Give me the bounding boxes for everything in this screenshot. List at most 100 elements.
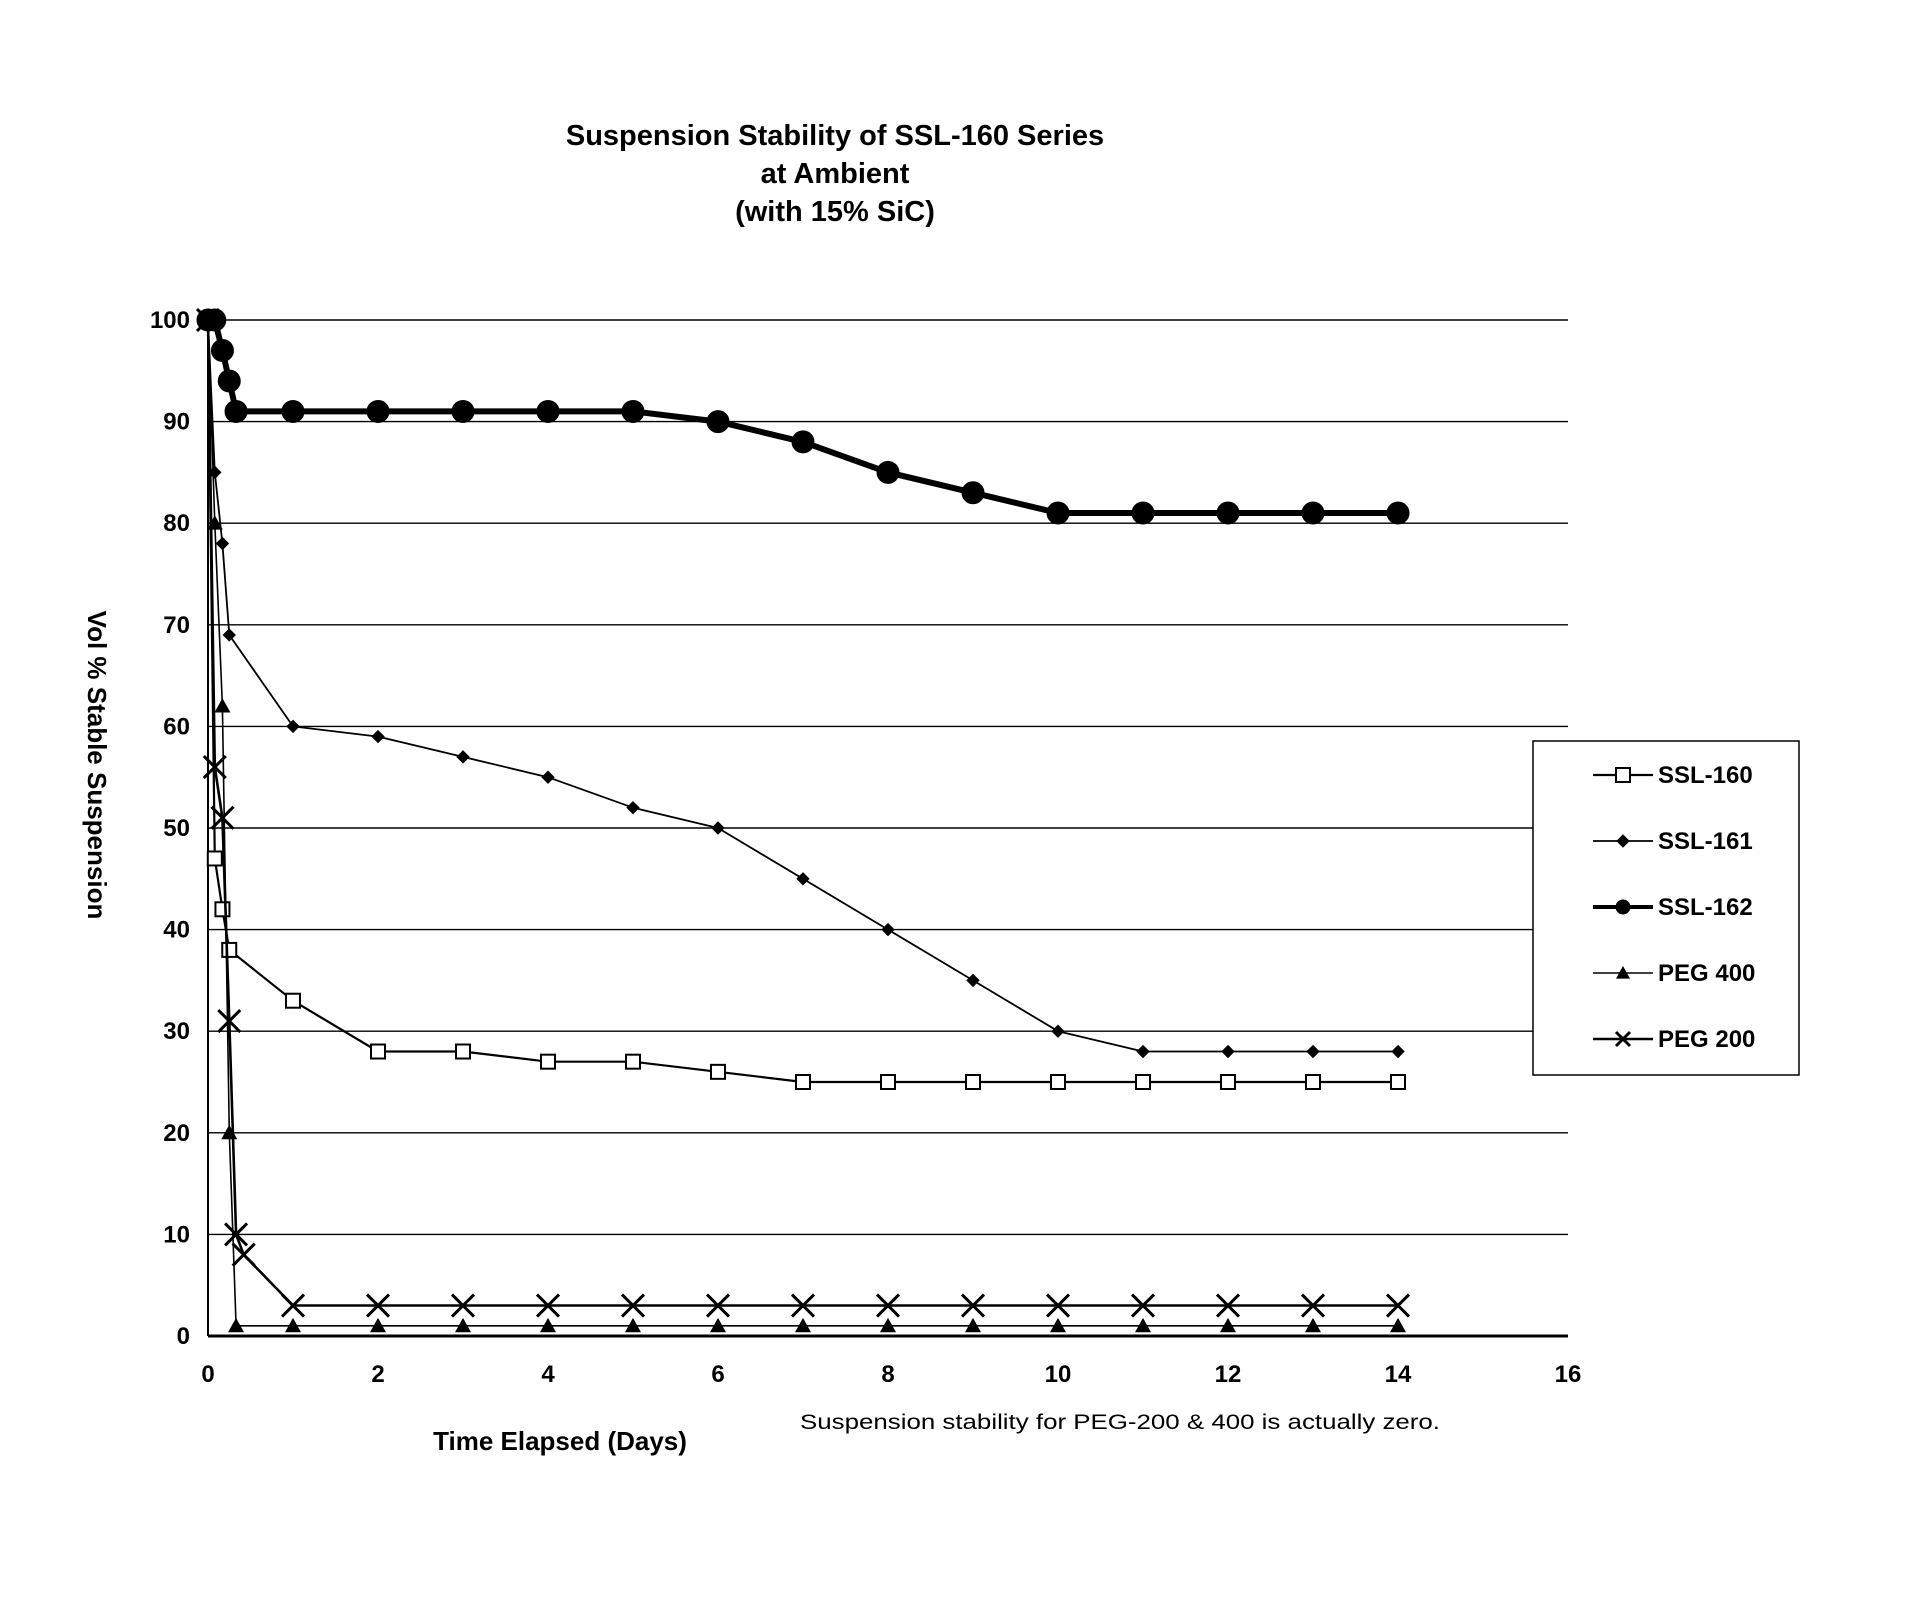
data-point-ssl-160-8 (625, 1053, 641, 1070)
data-point-peg-200-4 (223, 1222, 249, 1247)
data-point-peg-400-9 (625, 1317, 641, 1333)
annotation-note: Suspension stability for PEG-200 & 400 i… (800, 1411, 1440, 1434)
data-point-ssl-162-4 (224, 399, 248, 423)
data-point-ssl-160-4 (285, 992, 301, 1009)
legend-label-ssl-161: SSL-161 (1658, 828, 1753, 855)
data-point-peg-200-16 (1130, 1293, 1156, 1318)
legend-item-ssl-160: SSL-160 (1593, 762, 1753, 789)
data-point-ssl-160-16 (1305, 1074, 1321, 1090)
legend-label-peg-400: PEG 400 (1658, 960, 1755, 987)
data-point-ssl-161-13 (1051, 1024, 1065, 1038)
data-point-ssl-162-7 (451, 399, 475, 423)
x-tick-label-6: 6 (711, 1361, 724, 1388)
data-point-ssl-162-3 (217, 369, 241, 393)
data-point-peg-200-13 (875, 1293, 901, 1318)
data-point-ssl-160-15 (1220, 1074, 1236, 1090)
data-point-ssl-160-17 (1390, 1074, 1406, 1090)
data-point-ssl-160-11 (880, 1074, 896, 1090)
legend-items: SSL-160 SSL-161 SSL-162 PEG 400 PEG 200 (1593, 762, 1755, 1053)
data-point-peg-200-14 (960, 1293, 986, 1318)
series-ssl-161 (201, 313, 1405, 1059)
data-point-ssl-161-8 (626, 800, 640, 815)
data-point-ssl-162-18 (1386, 501, 1410, 525)
data-point-peg-400-16 (1220, 1317, 1236, 1333)
chart-title-line-3: (with 15% SiC) (735, 196, 935, 228)
data-point-ssl-160-5 (370, 1043, 386, 1060)
x-tick-label-12: 12 (1215, 1361, 1242, 1388)
legend-item-peg-400: PEG 400 (1593, 960, 1755, 987)
y-tick-label-30: 30 (163, 1018, 190, 1045)
series-ssl-160 (200, 312, 1406, 1090)
data-point-ssl-162-2 (210, 338, 234, 362)
chart-title-line-2: at Ambient (761, 158, 910, 190)
data-point-peg-400-8 (540, 1317, 556, 1333)
data-point-ssl-161-12 (966, 973, 980, 988)
data-point-ssl-161-3 (222, 628, 236, 642)
y-tick-label-70: 70 (163, 612, 190, 639)
data-point-peg-400-17 (1305, 1317, 1321, 1333)
data-point-peg-200-11 (705, 1293, 731, 1318)
data-point-ssl-160-13 (1050, 1074, 1066, 1090)
series-line-ssl-161 (207, 319, 1398, 1053)
data-point-peg-200-6 (280, 1293, 306, 1318)
legend-label-peg-200: PEG 200 (1658, 1026, 1755, 1053)
data-point-peg-200-18 (1300, 1293, 1326, 1318)
data-point-ssl-161-7 (541, 770, 555, 784)
data-point-ssl-160-2 (214, 901, 231, 918)
legend-label-ssl-160: SSL-160 (1658, 762, 1753, 789)
data-point-peg-400-11 (795, 1317, 811, 1333)
x-tick-label-14: 14 (1385, 1361, 1412, 1388)
axes (207, 318, 1568, 1338)
data-point-ssl-160-14 (1135, 1074, 1151, 1090)
legend-marker-peg-200 (1614, 1030, 1632, 1048)
series-group (195, 307, 1411, 1333)
data-point-ssl-162-17 (1301, 501, 1325, 525)
data-point-ssl-161-11 (881, 922, 895, 937)
data-point-ssl-161-14 (1136, 1044, 1150, 1059)
data-point-ssl-160-6 (455, 1043, 471, 1060)
y-tick-label-50: 50 (163, 815, 190, 842)
data-point-ssl-162-14 (1046, 501, 1070, 525)
x-tick-labels: 0 2 4 6 8 10 12 14 16 (201, 1361, 1581, 1388)
data-point-ssl-161-16 (1306, 1044, 1320, 1059)
data-point-ssl-160-12 (965, 1074, 981, 1090)
x-tick-label-10: 10 (1045, 1361, 1072, 1388)
legend-marker-ssl-162 (1615, 899, 1631, 915)
chart-title-line-1: Suspension Stability of SSL-160 Series (566, 120, 1104, 152)
data-point-ssl-161-5 (371, 729, 385, 744)
data-point-ssl-161-9 (711, 821, 725, 835)
data-point-ssl-161-2 (215, 536, 230, 551)
data-point-peg-200-12 (790, 1293, 816, 1318)
data-point-ssl-162-11 (791, 430, 815, 454)
y-tick-label-0: 0 (177, 1323, 190, 1350)
legend-label-ssl-162: SSL-162 (1658, 894, 1753, 921)
data-point-ssl-161-15 (1221, 1044, 1235, 1059)
legend-marker-ssl-161 (1616, 834, 1630, 848)
data-point-peg-400-3 (221, 1124, 238, 1140)
data-point-peg-400-14 (1050, 1317, 1066, 1333)
y-tick-label-80: 80 (163, 510, 190, 537)
data-point-ssl-162-10 (706, 410, 730, 434)
data-point-ssl-162-13 (961, 481, 985, 505)
data-point-peg-200-7 (365, 1293, 391, 1318)
data-point-ssl-161-4 (286, 719, 300, 734)
legend-item-ssl-162: SSL-162 (1593, 894, 1753, 921)
data-point-peg-400-13 (965, 1317, 981, 1333)
legend-marker-peg-400 (1616, 966, 1630, 979)
data-point-peg-400-12 (880, 1317, 896, 1333)
y-tick-label-40: 40 (163, 917, 190, 944)
data-point-ssl-162-5 (281, 399, 305, 423)
data-point-ssl-160-9 (710, 1063, 726, 1080)
y-tick-labels: 0 10 20 30 40 50 60 70 80 90 100 (150, 307, 190, 1350)
data-point-peg-200-17 (1215, 1293, 1241, 1318)
data-point-ssl-160-7 (540, 1053, 556, 1070)
data-point-peg-200-15 (1045, 1293, 1071, 1318)
x-tick-label-8: 8 (881, 1361, 894, 1388)
series-ssl-162 (196, 308, 1410, 525)
data-point-peg-200-1 (202, 754, 227, 780)
data-point-ssl-162-6 (366, 399, 390, 423)
series-peg-400 (200, 312, 1406, 1333)
legend-box (1532, 740, 1800, 1076)
